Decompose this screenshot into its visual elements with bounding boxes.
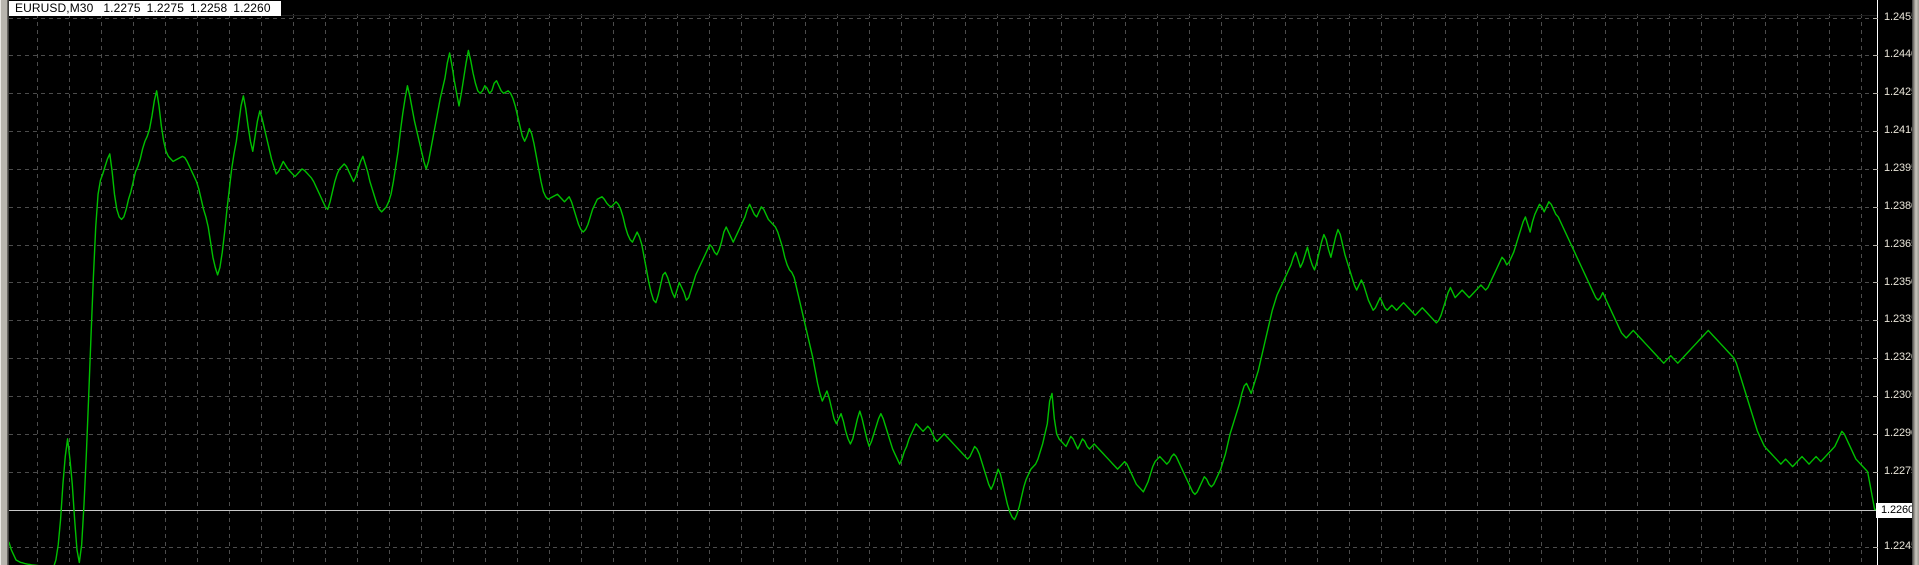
price-axis-label: 1.2245 (1884, 540, 1918, 553)
price-axis-tick (1873, 472, 1878, 473)
ohlc-open: 1.2275 (103, 1, 141, 15)
price-axis-label: 1.2290 (1884, 426, 1918, 439)
left-window-edge (0, 0, 9, 565)
price-axis-tick (1873, 169, 1878, 170)
price-axis-label: 1.2320 (1884, 351, 1918, 364)
price-axis-label: 1.2455 (1884, 10, 1918, 23)
current-price-label: 1.2260 (1876, 502, 1918, 518)
price-axis-label: 1.2410 (1884, 124, 1918, 137)
header-hairline (9, 15, 1877, 16)
ohlc-close: 1.2260 (233, 1, 271, 15)
price-axis-label: 1.2425 (1884, 86, 1918, 99)
price-axis-tick (1873, 18, 1878, 19)
price-axis-label: 1.2335 (1884, 313, 1918, 326)
price-axis-tick (1873, 245, 1878, 246)
price-axis-tick (1873, 434, 1878, 435)
symbol-ohlc-header: EURUSD,M30 1.2275 1.2275 1.2258 1.2260 (9, 1, 281, 16)
price-axis-tick (1873, 207, 1878, 208)
price-axis-tick (1873, 282, 1878, 283)
price-axis-label: 1.2365 (1884, 237, 1918, 250)
right-window-edge (1912, 0, 1919, 565)
price-axis-tick (1873, 131, 1878, 132)
price-axis-label: 1.2350 (1884, 275, 1918, 288)
price-axis-tick (1873, 93, 1878, 94)
chart-plot-area[interactable] (9, 0, 1877, 565)
current-price-level-layer (9, 510, 1877, 511)
price-axis-label: 1.2395 (1884, 161, 1918, 174)
price-axis-label: 1.2440 (1884, 48, 1918, 61)
price-axis-label: 1.2380 (1884, 199, 1918, 212)
vertical-scrollbar[interactable] (1, 0, 7, 565)
price-axis-tick (1873, 547, 1878, 548)
price-axis-tick (1873, 320, 1878, 321)
price-axis-tick (1873, 396, 1878, 397)
ohlc-high: 1.2275 (146, 1, 184, 15)
price-scale[interactable]: 1.2455 1.2440 1.2425 1.2410 1.2395 1.2380 1.23… (1873, 0, 1917, 565)
price-axis-label: 1.2275 (1884, 464, 1918, 477)
price-axis-label: 1.2305 (1884, 389, 1918, 401)
symbol-timeframe-label: EURUSD,M30 (15, 1, 94, 15)
price-line-layer (9, 49, 1877, 565)
grid-layer (9, 14, 1877, 565)
price-axis-tick (1873, 55, 1878, 56)
price-axis-tick (1873, 358, 1878, 359)
ohlc-low: 1.2258 (189, 1, 228, 15)
